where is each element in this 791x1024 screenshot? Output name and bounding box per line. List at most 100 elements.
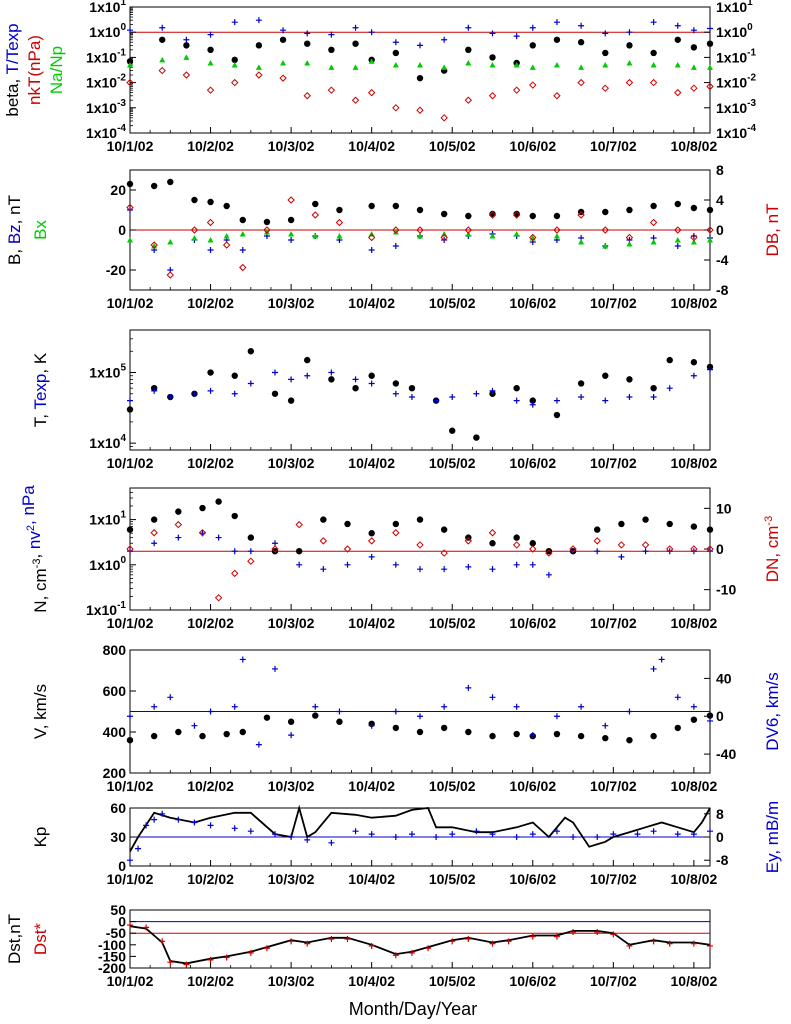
y-tick-label-left: 20 bbox=[110, 182, 126, 198]
data-point bbox=[642, 516, 649, 523]
data-point bbox=[295, 520, 303, 529]
data-point bbox=[650, 394, 657, 401]
data-point bbox=[272, 369, 278, 376]
panel-4: 1x10-1 1x100 1x101 -10 0 10 10/1/02 10/2/02 10/3… bbox=[19, 485, 782, 631]
data-point bbox=[513, 534, 520, 541]
series-2 bbox=[127, 17, 713, 49]
data-point bbox=[336, 233, 343, 239]
data-point bbox=[255, 42, 263, 49]
data-point bbox=[416, 74, 424, 82]
data-point bbox=[263, 226, 271, 234]
data-point bbox=[674, 724, 681, 732]
y-tick-label-right: 8 bbox=[716, 806, 724, 822]
data-point bbox=[207, 31, 214, 38]
data-point bbox=[473, 434, 480, 441]
x-tick-label: 10/7/02 bbox=[590, 871, 637, 887]
data-point bbox=[127, 713, 133, 720]
data-point bbox=[255, 71, 263, 79]
panel-3: 1x104 1x105 10/1/02 10/2/02 10/3/02 10/4/02 10… bbox=[31, 329, 717, 471]
x-tick-label: 10/3/02 bbox=[268, 455, 315, 471]
data-point bbox=[280, 59, 287, 66]
y-tick-label-left: 1x101 bbox=[89, 510, 126, 528]
y-tick-label-right: 1x10-4 bbox=[716, 123, 756, 141]
data-point bbox=[553, 92, 561, 100]
data-point bbox=[433, 397, 440, 404]
series-3 bbox=[126, 66, 714, 122]
data-point bbox=[247, 380, 254, 387]
data-point bbox=[328, 839, 335, 846]
data-point bbox=[666, 940, 673, 947]
data-point bbox=[304, 372, 311, 379]
data-point bbox=[578, 239, 585, 245]
data-point bbox=[207, 237, 214, 243]
data-point bbox=[207, 822, 214, 829]
data-point bbox=[465, 212, 472, 220]
y-tick-label-right: 1x10-2 bbox=[716, 73, 756, 91]
data-point bbox=[247, 548, 254, 555]
data-point bbox=[159, 36, 166, 43]
data-point bbox=[368, 530, 375, 537]
data-point bbox=[328, 31, 335, 38]
data-point bbox=[215, 534, 222, 541]
data-point bbox=[287, 718, 295, 725]
data-point bbox=[594, 526, 601, 533]
series-line bbox=[129, 925, 711, 965]
data-point bbox=[335, 218, 344, 227]
data-point bbox=[602, 243, 609, 249]
data-point bbox=[288, 376, 295, 383]
data-point bbox=[707, 717, 713, 724]
data-point bbox=[707, 237, 713, 243]
data-point bbox=[440, 526, 448, 533]
data-point bbox=[465, 231, 472, 237]
data-point bbox=[650, 384, 657, 392]
data-point bbox=[553, 730, 561, 738]
data-point bbox=[690, 233, 698, 242]
x-tick-label: 10/6/02 bbox=[509, 778, 556, 794]
panel-5: 200 400 600 800 -40 0 40 10/1/02 10/2/02 10/3/02 1… bbox=[31, 642, 782, 794]
data-point bbox=[183, 54, 190, 60]
x-tick-label: 10/4/02 bbox=[348, 295, 395, 311]
data-point bbox=[344, 936, 351, 942]
series-2 bbox=[127, 922, 713, 968]
data-point bbox=[577, 39, 585, 46]
data-point bbox=[158, 66, 166, 75]
data-point bbox=[328, 376, 335, 383]
data-point bbox=[553, 828, 560, 835]
data-point bbox=[304, 59, 311, 66]
data-point bbox=[650, 19, 657, 26]
data-point bbox=[707, 64, 713, 70]
data-point bbox=[327, 86, 336, 94]
y-tick-label-right: 1x10-3 bbox=[716, 98, 756, 116]
data-point bbox=[280, 27, 287, 34]
data-point bbox=[271, 547, 279, 555]
data-point bbox=[367, 88, 376, 97]
data-point bbox=[553, 397, 560, 404]
panel-frame bbox=[129, 909, 711, 969]
data-point bbox=[199, 732, 206, 740]
y-tick-label-right: 1x101 bbox=[716, 0, 753, 15]
data-point bbox=[416, 106, 424, 114]
data-point bbox=[239, 728, 246, 736]
y-tick-label-left: -50 bbox=[106, 925, 126, 941]
data-point bbox=[328, 369, 335, 376]
data-point bbox=[593, 537, 601, 545]
data-point bbox=[263, 218, 271, 226]
data-point bbox=[368, 942, 375, 949]
data-point bbox=[239, 656, 246, 663]
data-point bbox=[126, 203, 134, 212]
series-3 bbox=[127, 229, 713, 249]
data-point bbox=[175, 534, 182, 541]
y-tick-label-right: 4 bbox=[716, 192, 724, 208]
data-point bbox=[674, 61, 681, 68]
data-point bbox=[553, 233, 560, 239]
series-2 bbox=[127, 366, 713, 408]
y-tick-label-left: 1x10-1 bbox=[86, 47, 126, 65]
panels: 1x10-4 1x10-3 1x10-2 1x10-1 1x100 1x101 1x10-4… bbox=[3, 0, 782, 989]
x-tick-label: 10/4/02 bbox=[348, 973, 395, 989]
data-point bbox=[529, 545, 537, 553]
data-point bbox=[553, 713, 560, 720]
data-point bbox=[263, 714, 271, 721]
data-point bbox=[279, 36, 287, 43]
y-tick-label-right: 1x100 bbox=[716, 22, 753, 40]
